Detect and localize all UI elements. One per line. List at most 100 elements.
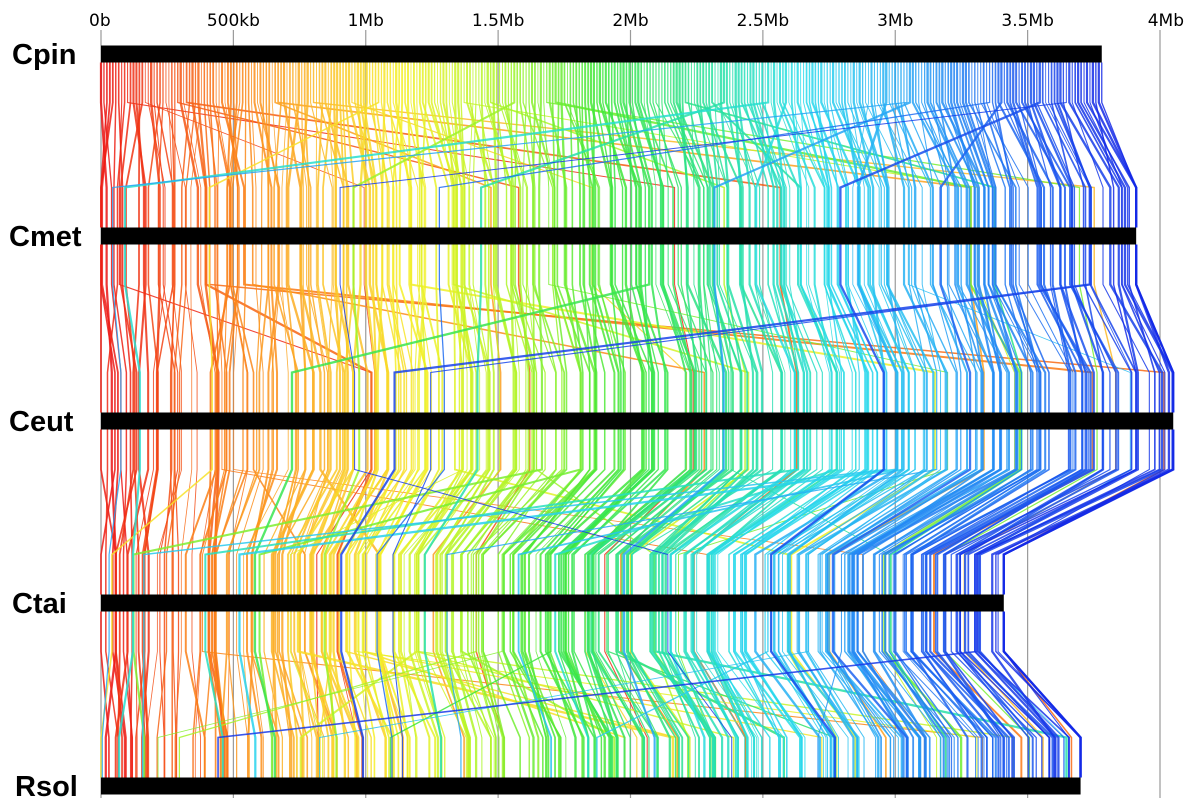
synteny-link (356, 611, 978, 778)
synteny-link (696, 429, 792, 595)
synteny-link (217, 611, 978, 778)
synteny-link (398, 62, 404, 228)
synteny-link (381, 62, 386, 228)
tick-label: 2.5Mb (737, 11, 790, 31)
synteny-link (180, 429, 193, 595)
synteny-link (118, 611, 135, 778)
synteny-link (335, 244, 345, 413)
synteny-link (263, 611, 283, 778)
synteny-link (122, 611, 134, 778)
synteny-link (769, 611, 836, 778)
synteny-link (514, 244, 535, 413)
synteny-link (921, 244, 942, 413)
tick-label: 1Mb (348, 11, 384, 31)
synteny-link (959, 62, 990, 228)
synteny-link (852, 62, 869, 228)
synteny-link (446, 429, 938, 595)
synteny-link (652, 62, 679, 228)
synteny-link (788, 429, 905, 595)
synteny-link (393, 244, 414, 413)
synteny-link (233, 62, 239, 228)
synteny-link (630, 244, 656, 413)
synteny-link (482, 611, 521, 778)
tick-label: 0b (89, 11, 111, 31)
synteny-link (487, 244, 490, 413)
synteny-link (839, 244, 885, 413)
synteny-link (183, 62, 202, 228)
synteny-link (687, 62, 709, 228)
synteny-link (423, 429, 479, 595)
genome-label-ceut: Ceut (9, 406, 74, 438)
synteny-link (299, 611, 418, 778)
synteny-link (316, 62, 324, 228)
synteny-link (328, 429, 389, 595)
synteny-link (100, 611, 113, 778)
synteny-link (848, 611, 922, 778)
synteny-link (100, 611, 110, 778)
synteny-link (959, 429, 1137, 595)
synteny-link (392, 611, 403, 778)
synteny-link (754, 611, 821, 778)
synteny-link (587, 62, 597, 228)
synteny-link (1073, 244, 1111, 413)
synteny-link (713, 62, 911, 228)
genome-bar-cmet (101, 227, 1137, 245)
synteny-link (776, 62, 810, 228)
synteny-link (693, 244, 720, 413)
synteny-link (817, 429, 946, 595)
synteny-link (233, 244, 240, 413)
synteny-link (144, 62, 365, 228)
synteny-link (681, 62, 688, 228)
synteny-link (799, 244, 845, 413)
synteny-link (711, 244, 734, 413)
synteny-link (1062, 62, 1085, 228)
synteny-link (1010, 244, 1050, 413)
synteny-link (272, 611, 278, 778)
synteny-link (399, 611, 431, 778)
synteny-link (258, 244, 270, 413)
synteny-link (544, 429, 622, 595)
synteny-link (592, 62, 595, 228)
synteny-link (108, 429, 122, 595)
synteny-link (801, 244, 833, 413)
synteny-link (582, 244, 606, 413)
synteny-link (435, 429, 491, 595)
synteny-link (417, 429, 489, 595)
synteny-link (956, 611, 1030, 778)
synteny-link (712, 429, 845, 595)
synteny-link (524, 611, 560, 778)
synteny-link (1077, 62, 1127, 228)
synteny-link (310, 244, 326, 413)
synteny-link (450, 611, 495, 778)
synteny-link (263, 429, 306, 595)
synteny-link (597, 244, 626, 413)
synteny-link (978, 611, 1060, 778)
synteny-link (113, 244, 128, 413)
genome-label-cmet: Cmet (9, 221, 82, 253)
synteny-link (302, 244, 306, 413)
synteny-link (604, 62, 641, 228)
synteny-link (800, 62, 808, 228)
synteny-link (438, 62, 991, 228)
synteny-link (588, 244, 616, 413)
synteny-link (550, 429, 625, 595)
synteny-link (772, 244, 800, 413)
synteny-link (521, 611, 556, 778)
synteny-link (290, 429, 329, 595)
synteny-link (968, 62, 1017, 228)
synteny-link (782, 429, 902, 595)
synteny-link (851, 429, 995, 595)
synteny-link (740, 429, 874, 595)
synteny-link (492, 244, 500, 413)
synteny-link (897, 62, 917, 228)
tick-label: 4Mb (1148, 11, 1184, 31)
genome-bar-cpin (101, 45, 1102, 63)
synteny-link (863, 244, 902, 413)
synteny-link (836, 244, 879, 413)
synteny-link (728, 429, 857, 595)
synteny-link (399, 429, 463, 595)
synteny-link (362, 62, 378, 228)
synteny-link (267, 62, 271, 228)
synteny-link (1036, 62, 1076, 228)
synteny-link (693, 611, 746, 778)
